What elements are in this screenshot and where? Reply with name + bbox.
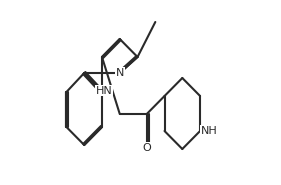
Text: N: N	[115, 68, 124, 78]
Text: NH: NH	[201, 126, 218, 136]
Text: O: O	[142, 143, 151, 153]
Text: HN: HN	[96, 85, 113, 95]
